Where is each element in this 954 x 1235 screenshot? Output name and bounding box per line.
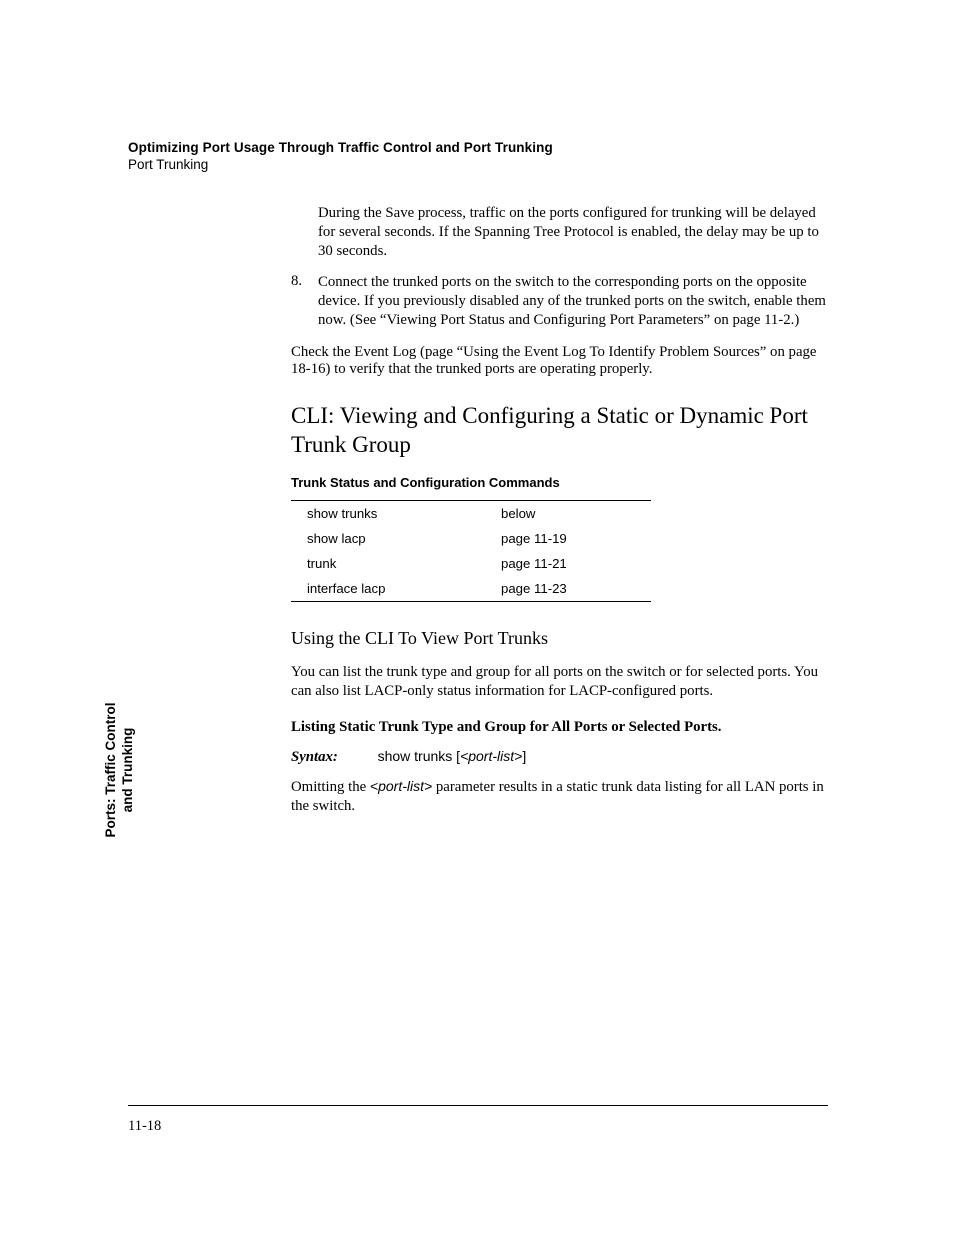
ref-cell: page 11-21: [501, 551, 651, 576]
cmd-cell: show trunks: [291, 501, 501, 527]
step-number: 8.: [291, 273, 318, 330]
omit-pre: Omitting the: [291, 779, 370, 795]
intro-paragraph: You can list the trunk type and group fo…: [291, 663, 826, 701]
section-label: Port Trunking: [128, 157, 828, 172]
table-row: trunk page 11-21: [291, 551, 651, 576]
footer-rule: [128, 1105, 828, 1106]
listing-heading: Listing Static Trunk Type and Group for …: [291, 719, 826, 736]
omit-paragraph: Omitting the <port-list> parameter resul…: [291, 778, 826, 816]
page-content: Optimizing Port Usage Through Traffic Co…: [128, 140, 828, 828]
table-caption: Trunk Status and Configuration Commands: [291, 475, 826, 490]
step-8: 8. Connect the trunked ports on the swit…: [291, 273, 826, 330]
chapter-title: Optimizing Port Usage Through Traffic Co…: [128, 140, 828, 155]
cmd-cell: trunk: [291, 551, 501, 576]
side-tab: Ports: Traffic Control and Trunking: [103, 685, 137, 855]
syntax-close: ]: [522, 748, 526, 764]
syntax-cmd: show trunks [: [378, 748, 460, 764]
syntax-label: Syntax:: [291, 749, 338, 765]
cmd-cell: interface lacp: [291, 576, 501, 602]
ref-cell: below: [501, 501, 651, 527]
ref-cell: page 11-19: [501, 526, 651, 551]
save-note-paragraph: During the Save process, traffic on the …: [318, 204, 826, 261]
omit-arg: <port-list>: [370, 778, 432, 794]
table-row: interface lacp page 11-23: [291, 576, 651, 602]
page-number: 11-18: [128, 1118, 161, 1135]
ref-cell: page 11-23: [501, 576, 651, 602]
heading-cli: CLI: Viewing and Configuring a Static or…: [291, 401, 826, 460]
main-content: During the Save process, traffic on the …: [291, 204, 826, 816]
cmd-cell: show lacp: [291, 526, 501, 551]
side-tab-line2: and Trunking: [120, 685, 137, 855]
step-text: Connect the trunked ports on the switch …: [318, 273, 826, 330]
heading-using-cli: Using the CLI To View Port Trunks: [291, 628, 826, 649]
table-row: show trunks below: [291, 501, 651, 527]
syntax-line: Syntax: show trunks [<port-list>]: [291, 748, 826, 766]
event-log-paragraph: Check the Event Log (page “Using the Eve…: [291, 344, 826, 379]
side-tab-line1: Ports: Traffic Control: [103, 685, 120, 855]
command-table: show trunks below show lacp page 11-19 t…: [291, 500, 651, 602]
table-row: show lacp page 11-19: [291, 526, 651, 551]
syntax-arg: <port-list>: [460, 748, 522, 764]
